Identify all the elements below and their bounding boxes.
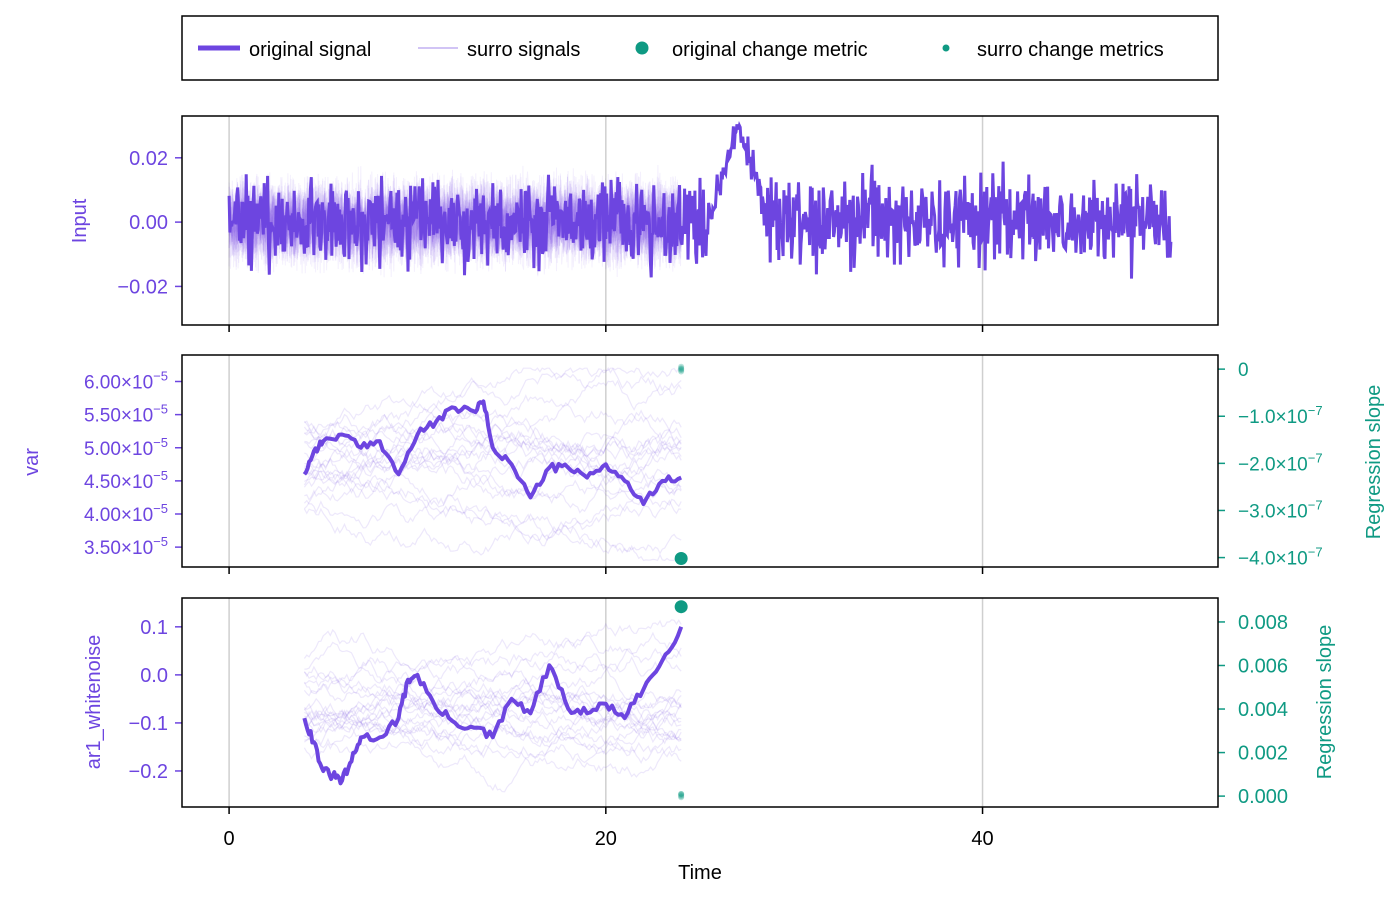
y2-tick-label: −2.0×10−7	[1238, 450, 1323, 475]
surrogate-signal-line	[304, 631, 682, 684]
surrogate-signal-line	[303, 693, 682, 730]
panel-var: 3.50×10−5 4.00×10−5 4.50×10−5 5.00×10−5 5.50…	[21, 354, 1385, 574]
y2-tick-label: 0.002	[1238, 743, 1288, 765]
original-signal-line	[302, 399, 683, 507]
surrogate-signal-line	[303, 663, 682, 729]
surrogate-signal-line	[303, 494, 682, 555]
y2-tick-label: 0.000	[1238, 786, 1288, 808]
surrogate-signal-line	[304, 394, 682, 446]
surrogate-signal-line	[303, 432, 682, 482]
panel-input-frame	[181, 115, 1219, 326]
ylabel-regression-slope-ar1: Regression slope	[1314, 625, 1336, 780]
surrogate-signal-line	[304, 678, 682, 729]
panel-input: −0.02 0.00 0.02 Input	[69, 115, 1219, 332]
x-tick-label: 20	[595, 828, 617, 850]
surrogate-signal-line	[303, 665, 682, 748]
surro-change-metric-dot	[678, 368, 685, 375]
y-tick-label: 5.50×10−5	[84, 402, 168, 427]
surro-change-metric-dot	[678, 790, 685, 797]
surrogate-signal-line	[303, 482, 682, 556]
surrogate-signal-line	[304, 423, 682, 499]
y2-tick-label: 0	[1238, 360, 1249, 381]
y2-tick-label: 0.006	[1238, 655, 1288, 677]
surro-change-metric-dot	[678, 367, 685, 374]
surrogate-signal-line	[303, 679, 682, 755]
surrogate-signal-line	[304, 435, 682, 514]
y-tick-label: 5.00×10−5	[84, 435, 168, 460]
surro-change-metric-dot	[678, 790, 685, 797]
y2-tick-label: 0.004	[1238, 699, 1288, 721]
surro-change-metric-dot	[678, 365, 685, 372]
surrogate-signal-line	[304, 367, 682, 436]
y2-tick-label: −4.0×10−7	[1238, 545, 1323, 570]
surrogate-signal-line	[228, 165, 682, 274]
legend-swatch-surro-change-metrics	[942, 44, 950, 52]
y-tick-label: −0.02	[117, 276, 168, 298]
y2-tick-label: −3.0×10−7	[1238, 497, 1323, 522]
y2-tick-label: −1.0×10−7	[1238, 403, 1323, 428]
surrogate-signal-line	[304, 710, 682, 793]
legend-swatch-original-change-metric	[635, 41, 649, 55]
y-tick-label: 0.1	[140, 617, 168, 639]
surrogate-signal-line	[304, 651, 682, 723]
y-tick-label: 4.00×10−5	[84, 501, 168, 526]
legend-label-surro-change-metrics: surro change metrics	[977, 39, 1164, 61]
surrogate-signal-line	[303, 628, 682, 674]
surrogate-signal-line	[304, 412, 682, 494]
surro-change-metric-dot	[678, 794, 685, 801]
y-tick-label: −0.1	[129, 713, 168, 735]
surrogate-signal-line	[228, 176, 682, 273]
surrogate-signal-line	[304, 717, 682, 760]
surrogate-signal-line	[303, 463, 682, 542]
panel-var-frame	[181, 354, 1219, 568]
original-change-metric-dot	[674, 600, 688, 614]
surrogate-signal-line	[304, 379, 682, 437]
y-tick-label: 0.0	[140, 665, 168, 687]
legend: original signal surro signals original c…	[181, 15, 1219, 81]
y-tick-label: 4.50×10−5	[84, 468, 168, 493]
ylabel-input: Input	[69, 198, 91, 243]
surrogate-signal-line	[304, 656, 682, 732]
panel-ar1-whitenoise: −0.2 −0.1 0.0 0.1 0.000 0.002 0.004 0.006 0.008…	[83, 597, 1336, 850]
surrogate-signal-line	[304, 684, 682, 746]
surrogate-signal-line	[228, 172, 682, 274]
y-tick-label: 0.02	[129, 148, 168, 170]
surrogate-signal-line	[304, 694, 682, 733]
y-tick-label: 3.50×10−5	[84, 534, 168, 559]
legend-label-surro-signals: surro signals	[467, 39, 580, 61]
x-tick-label: 0	[224, 828, 235, 850]
y-tick-label: 0.00	[129, 212, 168, 234]
y2-tick-label: 0.008	[1238, 612, 1288, 634]
legend-label-original-change-metric: original change metric	[672, 39, 868, 61]
original-change-metric-dot	[674, 552, 688, 566]
ylabel-ar1-whitenoise: ar1_whitenoise	[83, 635, 105, 770]
x-tick-label: 40	[971, 828, 993, 850]
y-tick-label: 6.00×10−5	[84, 369, 168, 394]
surrogate-signal-line	[303, 441, 682, 488]
legend-label-original-signal: original signal	[249, 39, 371, 61]
legend-frame	[181, 15, 1219, 81]
surro-change-metric-dot	[678, 366, 685, 373]
original-signal-line	[227, 121, 1173, 279]
surro-change-metric-dot	[678, 793, 685, 800]
surrogate-signal-line	[303, 659, 682, 723]
panel-ar1-frame	[181, 597, 1219, 808]
xlabel-time: Time	[678, 862, 722, 884]
original-signal-line	[302, 626, 684, 786]
surrogate-signal-line	[304, 710, 682, 747]
surro-change-metric-dot	[678, 792, 685, 799]
surrogate-signal-line	[304, 448, 682, 501]
surro-change-metric-dot	[678, 363, 685, 370]
surrogate-signal-line	[303, 619, 682, 707]
ylabel-regression-slope-var: Regression slope	[1363, 385, 1385, 540]
y-tick-label: −0.2	[129, 761, 168, 783]
ylabel-var: var	[21, 448, 43, 476]
surrogate-signal-line	[303, 478, 682, 562]
surrogate-signal-line	[304, 367, 682, 468]
